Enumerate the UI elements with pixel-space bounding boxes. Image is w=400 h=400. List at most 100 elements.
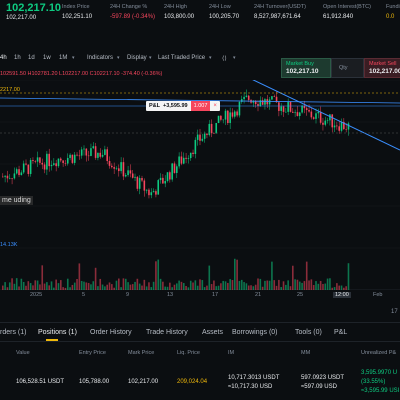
candle-body [118,168,120,172]
candle-body [6,175,9,179]
tab-trade-history[interactable]: Trade History [146,329,188,336]
pnl-tag[interactable]: P&L +3,595.99 1.007 × [146,101,220,111]
volume-bar [32,285,34,290]
volume-bar [264,280,266,290]
ohlc-readout: 102591.50 H102781.20 L102217.00 C102217.… [0,71,163,77]
candle-body [322,122,324,125]
tab-tools[interactable]: Tools (0) [295,329,322,336]
candle-body [111,165,113,168]
candle-body [138,178,141,189]
candle-body [13,173,16,179]
candle-body [222,119,224,121]
display-button[interactable]: Display [127,55,147,61]
candle-body [159,177,162,181]
volume-bar [287,280,289,290]
candle-body [25,163,27,165]
candle-body [310,111,313,118]
volume-bar [245,283,248,290]
tab-borrowings[interactable]: Borrowings (0) [232,329,278,336]
candle-body [113,167,115,169]
interval-1h[interactable]: 1h [14,55,21,61]
volume-bar [254,284,257,290]
volume-bar [231,280,234,290]
trendline-lower [0,97,400,104]
candle-body [208,123,211,135]
volume-bar [99,278,102,290]
tab-positions[interactable]: Positions (1) [38,329,77,336]
candle-body [92,146,95,149]
candle-body [229,112,231,123]
close-icon[interactable]: × [213,103,217,109]
volume-bar [201,280,204,290]
volume-bar [322,283,324,290]
interval-1w[interactable]: 1w [43,55,51,61]
volume-bar [71,284,74,290]
candle-body [331,114,334,128]
candle-body [20,172,23,176]
volume-bar [238,280,241,290]
volume-bar [189,280,192,290]
market-buy-button[interactable]: Market Buy 102,217.10 [281,58,331,78]
last-traded-price-button[interactable]: Last Traded Price [158,55,206,61]
candle-body [129,170,132,174]
candle-body [266,99,269,105]
volume-bar [127,282,129,290]
candle-body [173,163,176,173]
qty-input[interactable]: Qty [331,58,364,78]
candle-body [257,104,259,106]
volume-bar [118,278,120,290]
volume-bar [85,282,88,290]
volume-bar [11,278,13,290]
volume-bar [347,263,350,290]
volume-bar [176,283,178,290]
volume-bar [217,285,220,290]
candle-body [150,192,153,196]
candle-body [43,164,46,170]
candle-body [87,155,90,157]
volume-bar [343,287,345,290]
volume-bar [171,287,173,290]
candle-body [312,117,315,119]
volume-bar [331,287,334,290]
tab-pnl[interactable]: P&L [334,329,348,336]
volume-bar [199,279,201,290]
volume-bar [173,284,176,290]
interval-1m[interactable]: 1M [59,55,68,61]
candle-body [287,101,289,112]
candle-body [240,99,243,102]
volume-bar [210,284,213,290]
candle-body [80,149,83,156]
volume-bar [236,259,238,290]
interval-4h[interactable]: 4h [0,55,7,61]
liq-price: 209,024.04 [177,379,208,385]
code-icon[interactable]: ⟨⟩ [222,56,227,62]
volume-bar [317,283,320,290]
tab-assets[interactable]: Assets [202,329,224,336]
volume-bar [222,280,224,290]
volume-bar [273,280,276,290]
volume-bar [166,286,169,290]
candle-body [268,99,271,105]
chevron-down-icon[interactable]: ▾ [72,55,75,61]
chart-overlay-label: me uding [0,196,33,205]
interval-1d[interactable]: 1d [28,55,35,61]
active-tab-indicator [46,339,58,341]
tab-orders[interactable]: rders (1) [0,329,27,336]
candle-body [11,178,13,179]
market-sell-button[interactable]: Market Sell 102,217.00 [364,58,400,78]
candle-body [106,149,108,162]
volume-bar [185,285,187,290]
candle-body [280,106,282,111]
indicators-button[interactable]: Indicators [87,55,114,61]
candle-body [292,111,294,113]
volume-bar [73,282,76,290]
candle-body [215,122,218,134]
volume-bar [155,261,157,290]
tab-order-history[interactable]: Order History [90,329,132,336]
candle-body [224,110,227,120]
candle-body [180,156,183,164]
candlestick-chart[interactable] [0,80,400,290]
volume-bar [178,280,180,290]
volume-bar [134,281,136,290]
candle-body [141,178,143,181]
